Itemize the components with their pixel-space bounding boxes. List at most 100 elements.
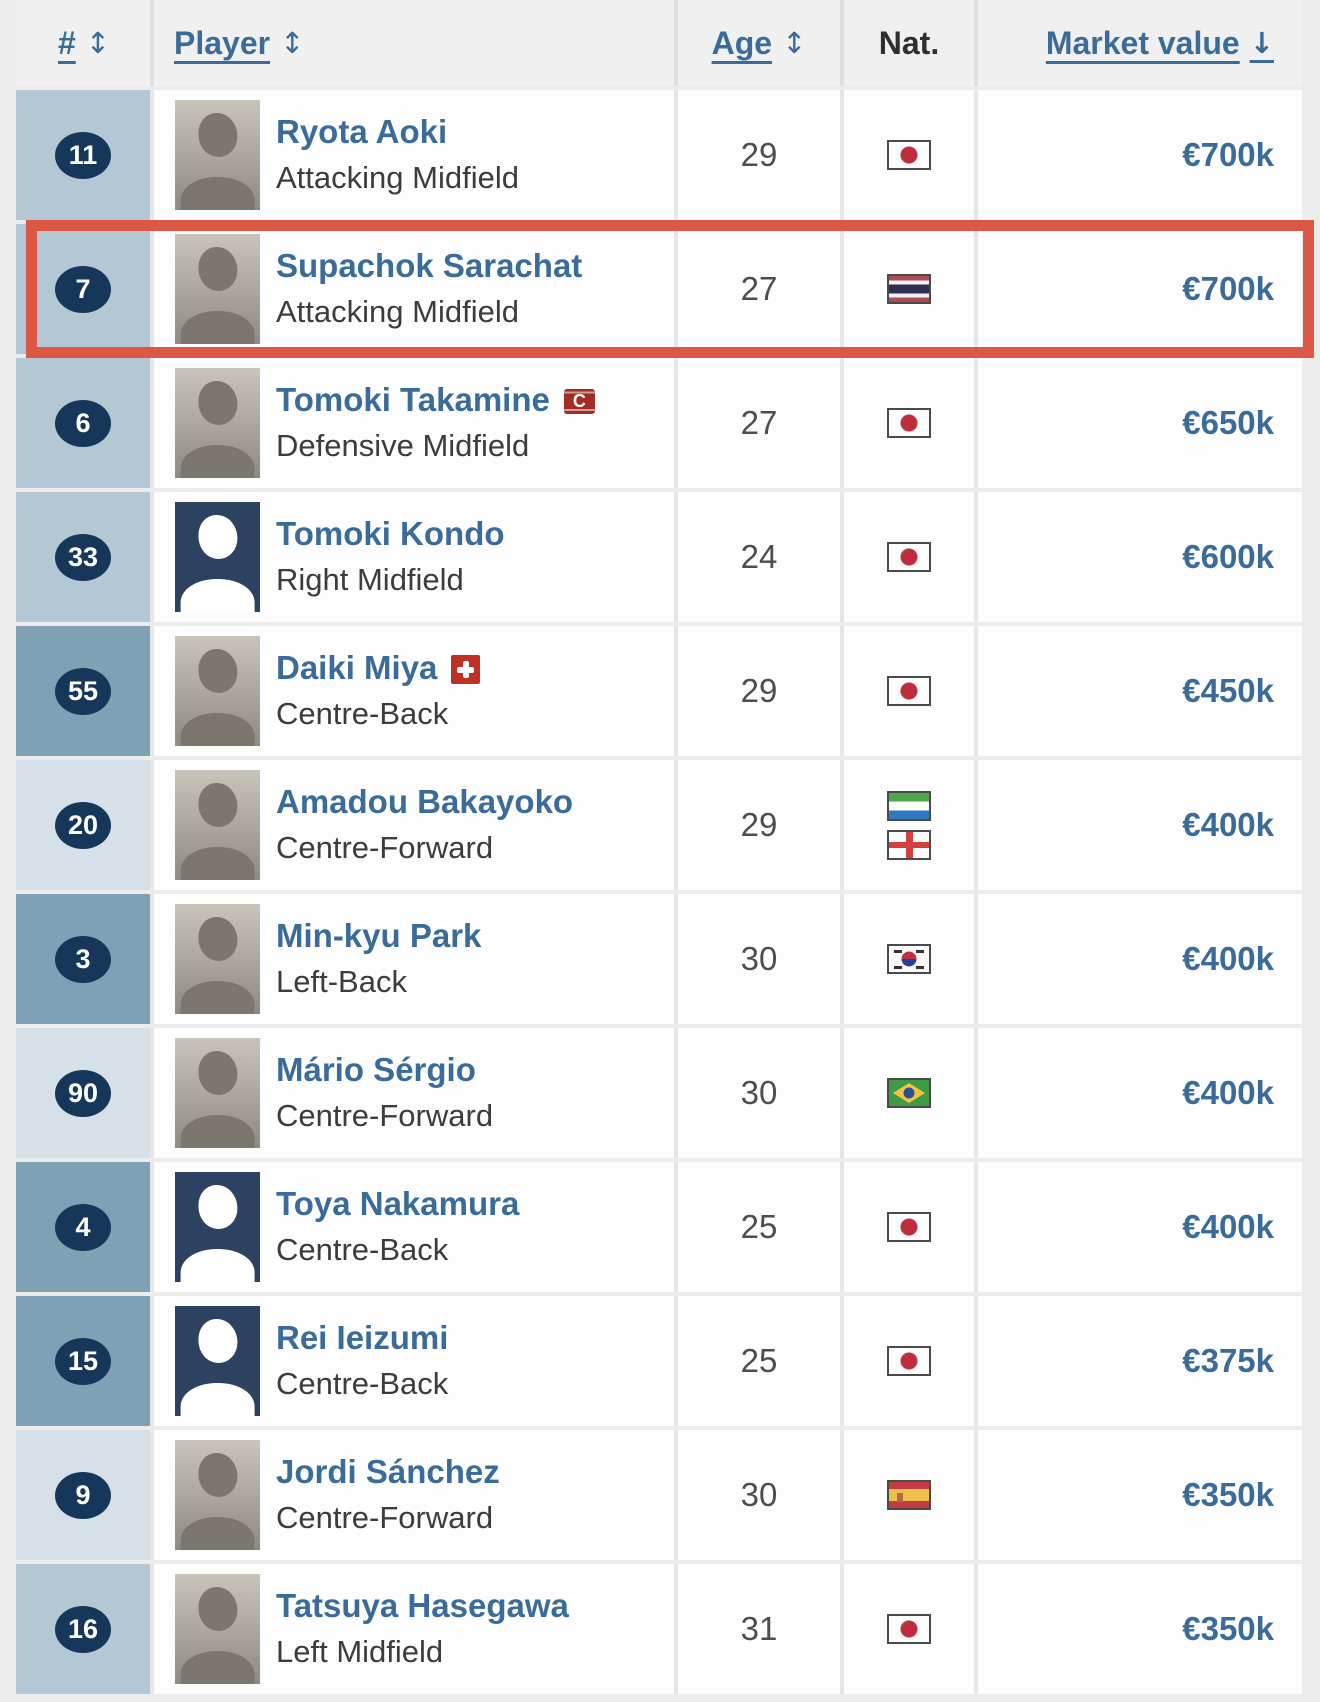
player-photo[interactable] (175, 100, 260, 210)
table-row: 3 Min-kyu Park Left-Back 30 €400k (16, 894, 1302, 1024)
player-position: Centre-Back (276, 696, 449, 732)
market-value-link[interactable]: €375k (1182, 1342, 1274, 1379)
market-value-link[interactable]: €700k (1182, 136, 1274, 173)
player-position: Centre-Back (276, 1366, 449, 1402)
market-value-link[interactable]: €350k (1182, 1476, 1274, 1513)
player-name-link[interactable]: Tatsuya Hasegawa (276, 1587, 569, 1625)
shirt-number-badge: 90 (55, 1069, 111, 1117)
flag-japan-icon (887, 542, 931, 572)
column-header-number-label[interactable]: # (58, 24, 76, 61)
portrait-shoulders-shape (180, 713, 255, 746)
flag-japan-icon (887, 1614, 931, 1644)
market-value-link[interactable]: €400k (1182, 806, 1274, 843)
player-position: Right Midfield (276, 562, 464, 598)
table-row: 9 Jordi Sánchez Centre-Forward 30 €350k (16, 1430, 1302, 1560)
player-position: Centre-Forward (276, 1500, 494, 1536)
shirt-number-cell: 15 (16, 1296, 150, 1426)
player-name-link[interactable]: Tomoki Takamine (276, 381, 550, 419)
player-name-link[interactable]: Tomoki Kondo (276, 515, 505, 553)
nationality-cell (844, 894, 974, 1024)
column-header-player[interactable]: Player ↕ (154, 0, 674, 86)
sort-descending-icon[interactable]: ↓ (1249, 26, 1274, 60)
table-row: 55 Daiki Miya Centre-Back 29 €450k (16, 626, 1302, 756)
player-name-link[interactable]: Toya Nakamura (276, 1185, 520, 1223)
player-photo[interactable] (175, 904, 260, 1014)
player-photo[interactable] (175, 1306, 260, 1416)
age-cell: 29 (678, 760, 840, 890)
shirt-number-cell: 4 (16, 1162, 150, 1292)
age-cell: 29 (678, 626, 840, 756)
market-value-link[interactable]: €650k (1182, 404, 1274, 441)
column-header-player-label[interactable]: Player (174, 24, 271, 61)
column-header-nationality: Nat. (844, 0, 974, 86)
age-cell: 25 (678, 1296, 840, 1426)
table-row: 20 Amadou Bakayoko Centre-Forward 29 €40… (16, 760, 1302, 890)
portrait-shoulders-shape (180, 1249, 255, 1282)
market-value-link[interactable]: €400k (1182, 1208, 1274, 1245)
portrait-shoulders-shape (180, 445, 255, 478)
sort-both-icon[interactable]: ↕ (85, 26, 111, 60)
table-row: 4 Toya Nakamura Centre-Back 25 €400k (16, 1162, 1302, 1292)
shirt-number-badge: 6 (55, 399, 111, 447)
portrait-shoulders-shape (180, 579, 255, 612)
player-photo[interactable] (175, 770, 260, 880)
portrait-head-shape (197, 783, 238, 828)
shirt-number-cell: 3 (16, 894, 150, 1024)
sort-both-icon[interactable]: ↕ (280, 26, 305, 60)
player-photo[interactable] (175, 636, 260, 746)
market-value-link[interactable]: €600k (1182, 538, 1274, 575)
player-name-link[interactable]: Min-kyu Park (276, 917, 482, 955)
player-info: Supachok Sarachat Attacking Midfield (276, 249, 582, 328)
age-cell: 24 (678, 492, 840, 622)
player-name-link[interactable]: Jordi Sánchez (276, 1453, 500, 1491)
player-photo[interactable] (175, 1440, 260, 1550)
player-position: Centre-Forward (276, 1098, 494, 1134)
player-info: Jordi Sánchez Centre-Forward (276, 1455, 500, 1534)
player-photo[interactable] (175, 368, 260, 478)
table-row: 16 Tatsuya Hasegawa Left Midfield 31 €35… (16, 1564, 1302, 1694)
player-name-link[interactable]: Rei Ieizumi (276, 1319, 449, 1357)
shirt-number-cell: 6 (16, 358, 150, 488)
column-header-age[interactable]: Age ↕ (678, 0, 840, 86)
player-photo[interactable] (175, 1038, 260, 1148)
player-photo[interactable] (175, 234, 260, 344)
player-info: Rei Ieizumi Centre-Back (276, 1321, 448, 1400)
player-name-link[interactable]: Supachok Sarachat (276, 247, 583, 285)
column-header-age-label[interactable]: Age (711, 24, 773, 61)
portrait-shoulders-shape (180, 1383, 255, 1416)
market-value-link[interactable]: €400k (1182, 1074, 1274, 1111)
age-cell: 29 (678, 90, 840, 220)
table-row: 33 Tomoki Kondo Right Midfield 24 €600k (16, 492, 1302, 622)
player-photo[interactable] (175, 502, 260, 612)
market-value-link[interactable]: €700k (1182, 270, 1274, 307)
player-name-link[interactable]: Ryota Aoki (276, 113, 448, 151)
flag-thailand-icon (887, 274, 931, 304)
flag-england-icon (887, 829, 931, 860)
portrait-head-shape (197, 1051, 238, 1096)
shirt-number-badge: 4 (55, 1203, 111, 1251)
table-body: 11 Ryota Aoki Attacking Midfield 29 €700… (16, 90, 1314, 1694)
nationality-cell (844, 224, 974, 354)
player-info: Toya Nakamura Centre-Back (276, 1187, 519, 1266)
player-name-link[interactable]: Daiki Miya (276, 649, 438, 687)
flag-sierra-leone-icon (887, 790, 931, 821)
player-photo[interactable] (175, 1172, 260, 1282)
column-header-market-value[interactable]: Market value ↓ (978, 0, 1302, 86)
column-header-number[interactable]: # ↕ (16, 0, 150, 86)
column-header-market-value-label[interactable]: Market value (1045, 24, 1240, 61)
player-name-link[interactable]: Mário Sérgio (276, 1051, 476, 1089)
market-value-cell: €600k (978, 492, 1302, 622)
sort-both-icon[interactable]: ↕ (782, 26, 807, 60)
portrait-shoulders-shape (180, 311, 255, 344)
market-value-link[interactable]: €450k (1182, 672, 1274, 709)
player-position: Centre-Forward (276, 830, 494, 866)
player-photo[interactable] (175, 1574, 260, 1684)
shirt-number-cell: 7 (16, 224, 150, 354)
squad-table: # ↕ Player ↕ Age ↕ Nat. Market value ↓ 1… (16, 0, 1314, 1694)
market-value-link[interactable]: €350k (1182, 1610, 1274, 1647)
player-name-link[interactable]: Amadou Bakayoko (276, 783, 574, 821)
shirt-number-badge: 55 (55, 667, 111, 715)
market-value-link[interactable]: €400k (1182, 940, 1274, 977)
age-cell: 30 (678, 1430, 840, 1560)
